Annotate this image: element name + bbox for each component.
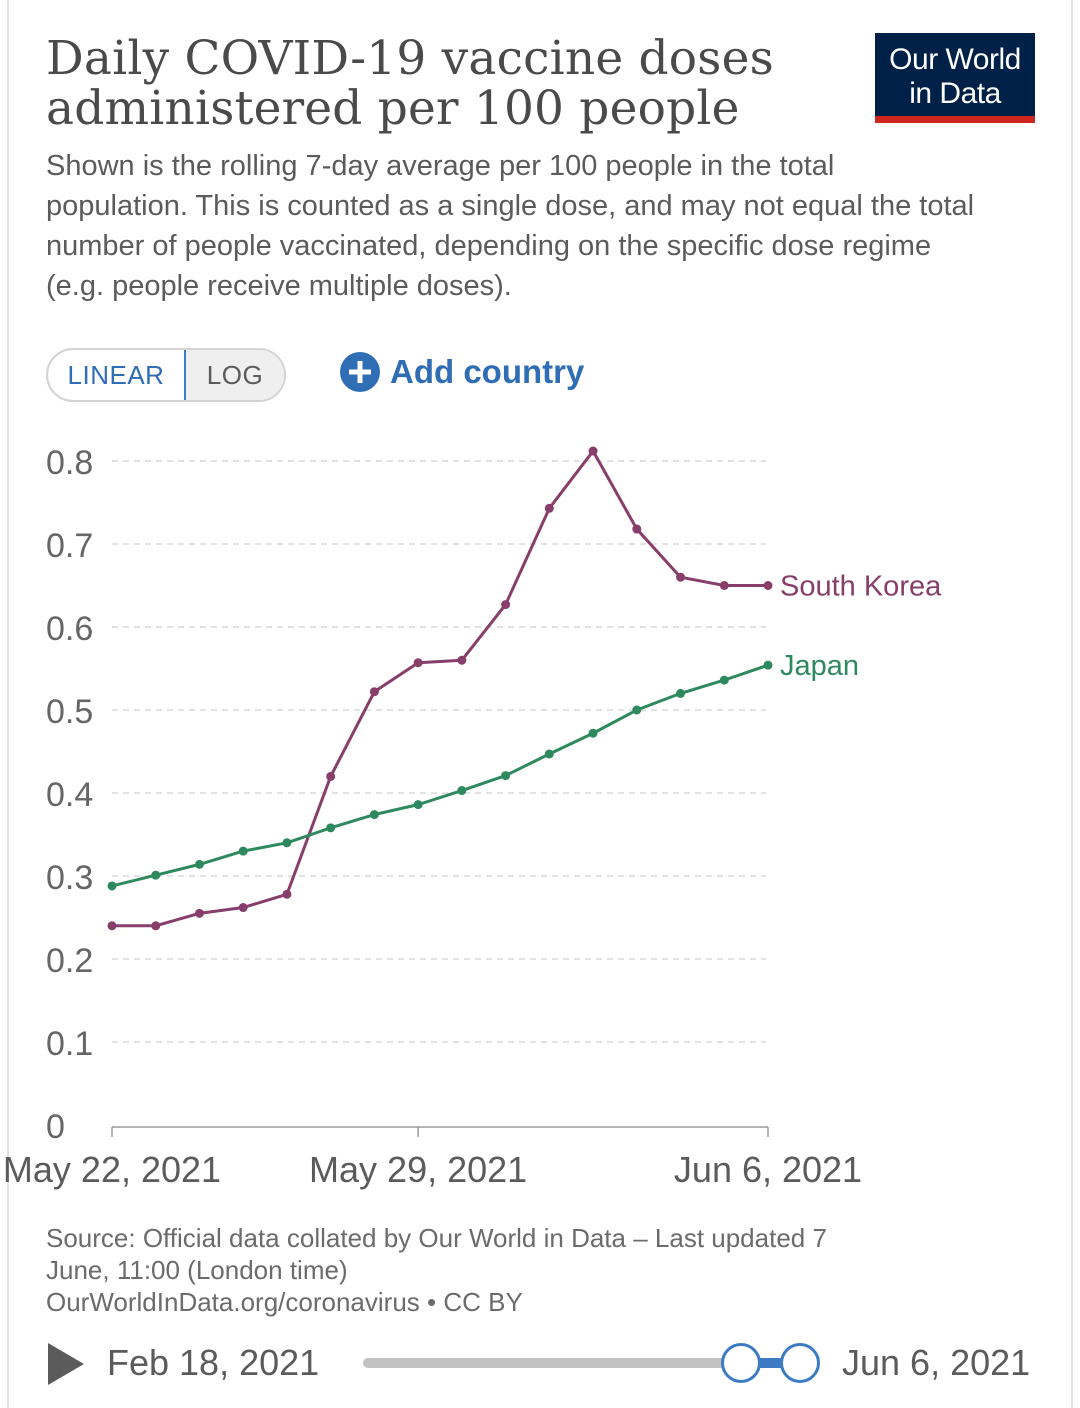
data-point[interactable] <box>501 600 511 610</box>
chart-title-line2: administered per 100 people <box>46 81 740 136</box>
timeline-selected-range <box>742 1358 800 1368</box>
series-line[interactable] <box>111 663 769 888</box>
y-tick-label: 0.4 <box>46 776 93 814</box>
source-line2: June, 11:00 (London time) <box>46 1255 348 1285</box>
y-tick-label: 0.6 <box>46 610 93 648</box>
data-point[interactable] <box>632 705 642 715</box>
data-point[interactable] <box>238 903 248 913</box>
data-point[interactable] <box>457 655 467 665</box>
plus-circle-icon <box>340 352 380 392</box>
frame-right-edge <box>1071 0 1073 1408</box>
source-line1: Source: Official data collated by Our Wo… <box>46 1223 827 1253</box>
log-scale-button[interactable]: LOG <box>186 350 284 400</box>
data-point[interactable] <box>763 581 773 590</box>
line-chart: 0 0.1 0.2 0.3 0.4 0.5 0.6 0.7 0.8 May 22, 2021 May… <box>3 444 942 1190</box>
data-point[interactable] <box>501 771 511 781</box>
chart-subtitle: Shown is the rolling 7-day average per 1… <box>46 150 975 302</box>
linear-scale-button[interactable]: LINEAR <box>48 350 186 400</box>
data-point[interactable] <box>238 846 248 856</box>
timeline-track[interactable] <box>363 1358 743 1368</box>
data-point[interactable] <box>194 908 204 918</box>
add-country-label: Add country <box>390 353 585 390</box>
data-point[interactable] <box>632 524 642 534</box>
data-point[interactable] <box>107 881 117 891</box>
x-tick-label: Jun 6, 2021 <box>674 1149 862 1190</box>
add-country-button[interactable]: Add country <box>340 350 584 394</box>
x-tick-label: May 29, 2021 <box>309 1149 527 1190</box>
frame-left-edge <box>7 0 9 1408</box>
data-point[interactable] <box>151 870 161 880</box>
x-tick-label: May 22, 2021 <box>3 1149 221 1190</box>
y-tick-label: 0 <box>46 1108 65 1146</box>
owid-logo[interactable]: Our World in Data <box>875 33 1035 123</box>
data-point[interactable] <box>588 446 598 456</box>
source-line3[interactable]: OurWorldInData.org/coronavirus • CC BY <box>46 1287 523 1317</box>
timeline-end-handle[interactable] <box>780 1343 820 1383</box>
data-point[interactable] <box>457 786 467 796</box>
series-line[interactable] <box>112 449 768 928</box>
y-tick-label: 0.1 <box>46 1025 93 1063</box>
data-point[interactable] <box>676 572 686 582</box>
data-point[interactable] <box>544 503 554 513</box>
data-point[interactable] <box>194 859 204 869</box>
data-point[interactable] <box>676 688 686 698</box>
logo-line2: in Data <box>909 77 1001 110</box>
data-point[interactable] <box>369 687 379 697</box>
timeline-end-label: Jun 6, 2021 <box>842 1342 1031 1383</box>
logo-line1: Our World <box>889 43 1021 76</box>
chart-title: Daily COVID-19 vaccine doses administere… <box>46 34 846 134</box>
data-point[interactable] <box>719 675 729 685</box>
y-tick-label: 0.7 <box>46 527 93 565</box>
data-point[interactable] <box>588 728 598 738</box>
scale-toggle: LINEAR LOG <box>46 348 286 402</box>
data-point[interactable] <box>413 800 423 810</box>
data-point[interactable] <box>544 749 554 759</box>
y-tick-label: 0.3 <box>46 859 93 897</box>
y-tick-label: 0.5 <box>46 693 93 731</box>
chart-title-line1: Daily COVID-19 vaccine doses <box>46 31 774 86</box>
timeline-start-label: Feb 18, 2021 <box>107 1342 320 1383</box>
timeline: Feb 18, 2021 Jun 6, 2021 <box>0 1330 1080 1396</box>
y-tick-label: 0.8 <box>46 444 93 482</box>
data-point[interactable] <box>326 771 336 781</box>
data-point[interactable] <box>369 810 379 820</box>
series-label[interactable]: Japan <box>780 650 859 682</box>
data-point[interactable] <box>151 921 161 931</box>
timeline-start-handle[interactable] <box>721 1343 761 1383</box>
y-tick-label: 0.2 <box>46 942 93 980</box>
play-icon[interactable] <box>48 1343 84 1385</box>
data-point[interactable] <box>107 921 117 931</box>
data-point[interactable] <box>413 658 423 668</box>
data-point[interactable] <box>282 838 292 848</box>
data-point[interactable] <box>326 823 336 833</box>
series-label[interactable]: South Korea <box>780 571 942 603</box>
source-note: Source: Official data collated by Our Wo… <box>46 1222 946 1318</box>
data-point[interactable] <box>719 581 729 590</box>
data-point[interactable] <box>282 889 292 899</box>
data-point[interactable] <box>763 660 773 670</box>
